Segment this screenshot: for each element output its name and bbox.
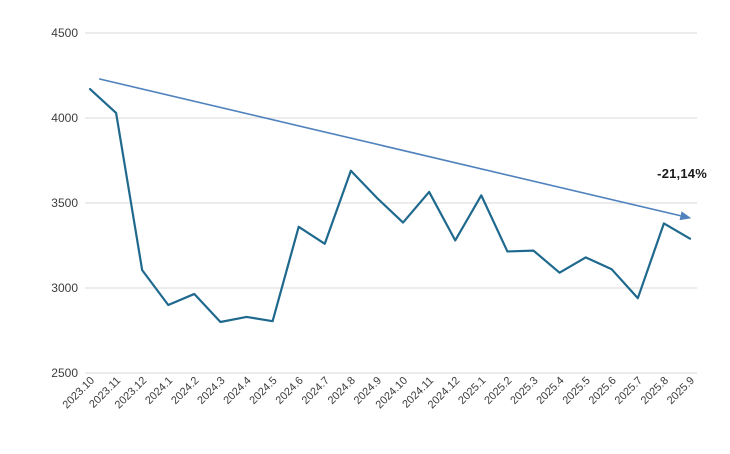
- x-axis-label: 2024.5: [247, 375, 279, 407]
- trend-line: [98, 78, 681, 217]
- y-axis-label: 2500: [51, 366, 78, 380]
- x-axis-label: 2025.3: [508, 375, 540, 407]
- x-axis-label: 2024.8: [326, 375, 358, 407]
- x-axis-label: 2024.4: [221, 375, 253, 407]
- x-axis-label: 2024.2: [169, 375, 201, 407]
- y-axis-label: 4500: [51, 26, 78, 40]
- x-axis-label: 2025.6: [587, 375, 619, 407]
- x-axis-label: 2024.3: [195, 375, 227, 407]
- x-axis-label: 2025.8: [639, 375, 671, 407]
- x-axis-label: 2025.4: [534, 375, 566, 407]
- y-axis-label: 4000: [51, 111, 78, 125]
- x-axis-label: 2024.1: [143, 375, 175, 407]
- x-axis-label: 2025.2: [482, 375, 514, 407]
- x-axis-label: 2024.7: [300, 375, 332, 407]
- trend-arrowhead-icon: [679, 211, 692, 221]
- x-axis-label: 2025.5: [560, 375, 592, 407]
- y-axis-label: 3500: [51, 196, 78, 210]
- x-axis-label: 2025.7: [613, 375, 645, 407]
- trend-percent-label: -21,14%: [657, 166, 707, 181]
- x-axis-label: 2024.6: [274, 375, 306, 407]
- data-series-line: [88, 87, 692, 324]
- y-axis-label: 3000: [51, 281, 78, 295]
- x-axis-label: 2025.1: [456, 375, 488, 407]
- x-axis-label: 2025.9: [665, 375, 697, 407]
